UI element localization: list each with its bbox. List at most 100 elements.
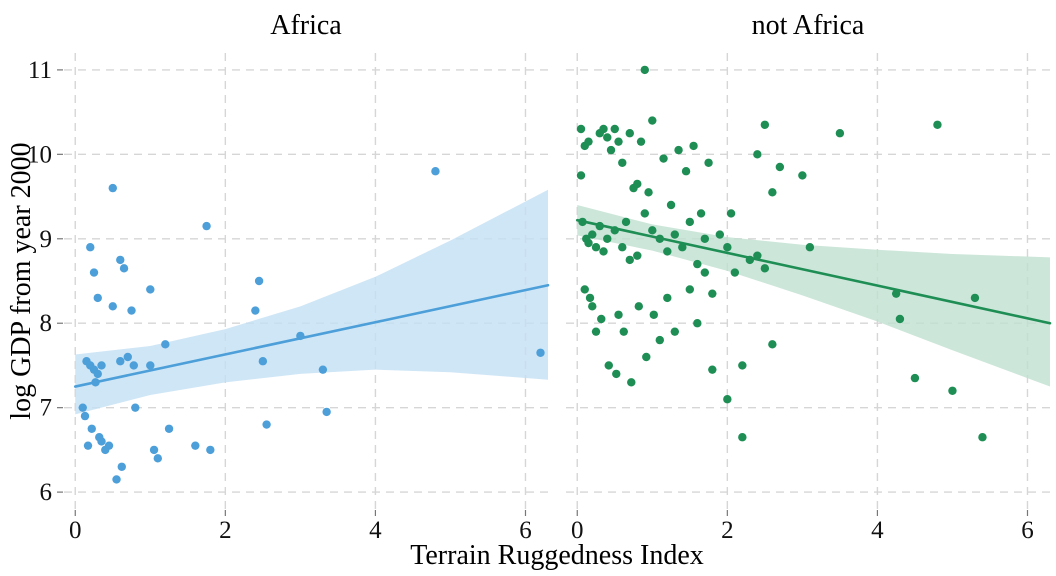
scatter-point xyxy=(591,327,601,336)
scatter-point xyxy=(700,268,710,277)
scatter-point xyxy=(599,247,608,256)
scatter-point xyxy=(723,243,732,252)
scatter-point xyxy=(117,462,126,471)
scatter-point xyxy=(805,243,815,252)
scatter-point xyxy=(978,433,987,442)
scatter-point xyxy=(597,314,606,324)
scatter-point xyxy=(760,264,770,273)
y-tick-label: 10 xyxy=(27,141,52,168)
x-tick-label: 0 xyxy=(69,517,82,544)
scatter-point xyxy=(970,293,980,303)
scatter-point xyxy=(704,158,713,167)
scatter-point xyxy=(663,247,672,256)
scatter-point xyxy=(775,162,785,172)
scatter-point xyxy=(93,369,102,379)
scatter-point xyxy=(431,167,440,176)
scatter-point xyxy=(146,361,155,370)
y-tick-label: 7 xyxy=(40,395,53,422)
scatter-point xyxy=(251,306,260,315)
scatter-point xyxy=(191,441,200,450)
regression-line xyxy=(73,283,550,388)
scatter-point xyxy=(116,255,125,265)
scatter-point xyxy=(640,209,649,218)
scatter-point xyxy=(93,293,102,303)
scatter-point xyxy=(670,327,680,336)
scatter-point xyxy=(726,209,736,218)
scatter-point xyxy=(149,445,159,455)
scatter-point xyxy=(318,365,328,374)
scatter-point xyxy=(606,145,616,155)
scatter-point xyxy=(576,171,586,180)
scatter-point xyxy=(595,221,604,231)
scatter-point xyxy=(621,217,631,227)
scatter-point xyxy=(685,285,695,294)
y-axis-label: log GDP from year 2000 xyxy=(6,142,37,420)
scatter-point xyxy=(670,230,680,239)
scatter-point xyxy=(131,403,140,412)
scatter-point xyxy=(262,420,271,429)
scatter-point xyxy=(108,183,117,193)
scatter-point xyxy=(663,293,672,303)
x-tick-label: 2 xyxy=(219,517,232,544)
x-axis-label: Terrain Ruggedness Index xyxy=(410,540,704,571)
scatter-point xyxy=(603,133,612,142)
scatter-point xyxy=(618,243,627,252)
scatter-point xyxy=(659,154,668,163)
scatter-point xyxy=(693,319,702,328)
x-tick-label: 2 xyxy=(721,517,734,544)
scatter-point xyxy=(696,209,706,218)
scatter-point xyxy=(644,188,653,197)
scatter-point xyxy=(745,255,755,265)
scatter-point xyxy=(633,251,642,260)
scatter-point xyxy=(206,445,215,455)
scatter-point xyxy=(738,361,747,370)
scatter-point xyxy=(322,407,331,417)
scatter-point xyxy=(655,234,664,243)
scatter-point xyxy=(835,129,845,138)
scatter-point xyxy=(685,217,695,227)
scatter-point xyxy=(104,441,114,450)
x-tick-label: 4 xyxy=(871,517,884,544)
x-tick-label: 6 xyxy=(519,517,532,544)
scatter-point xyxy=(655,335,664,345)
scatter-point xyxy=(254,276,264,286)
scatter-point xyxy=(648,226,657,235)
scatter-point xyxy=(80,411,90,421)
scatter-point xyxy=(681,167,691,176)
scatter-point xyxy=(715,230,725,239)
confidence-band xyxy=(577,205,1050,387)
scatter-point xyxy=(689,141,698,151)
confidence-band xyxy=(75,189,549,415)
scatter-point xyxy=(633,179,642,189)
scatter-point xyxy=(580,285,589,294)
scatter-point xyxy=(798,171,807,180)
scatter-point xyxy=(933,120,942,129)
scatter-point xyxy=(89,268,99,277)
scatter-point xyxy=(588,302,597,311)
scatter-point xyxy=(610,226,619,235)
scatter-point xyxy=(625,129,634,138)
scatter-point xyxy=(161,340,170,349)
scatter-point xyxy=(700,234,710,243)
scatter-point xyxy=(97,437,106,446)
scatter-point xyxy=(164,424,174,433)
scatter-point xyxy=(627,378,636,387)
scatter-point xyxy=(768,340,777,349)
scatter-point xyxy=(146,285,155,294)
panel-title-not-africa: not Africa xyxy=(751,10,865,41)
scatter-point xyxy=(123,352,132,362)
scatter-point xyxy=(891,289,901,298)
scatter-point xyxy=(666,200,676,210)
scatter-point xyxy=(948,386,957,395)
scatter-point xyxy=(738,433,747,442)
scatter-point xyxy=(612,369,621,379)
scatter-point xyxy=(603,234,612,243)
scatter-point xyxy=(642,352,651,362)
scatter-point xyxy=(119,264,129,273)
scatter-point xyxy=(591,243,601,252)
scatter-point xyxy=(296,331,305,341)
y-tick-label: 11 xyxy=(28,57,52,84)
scatter-point xyxy=(584,137,593,146)
